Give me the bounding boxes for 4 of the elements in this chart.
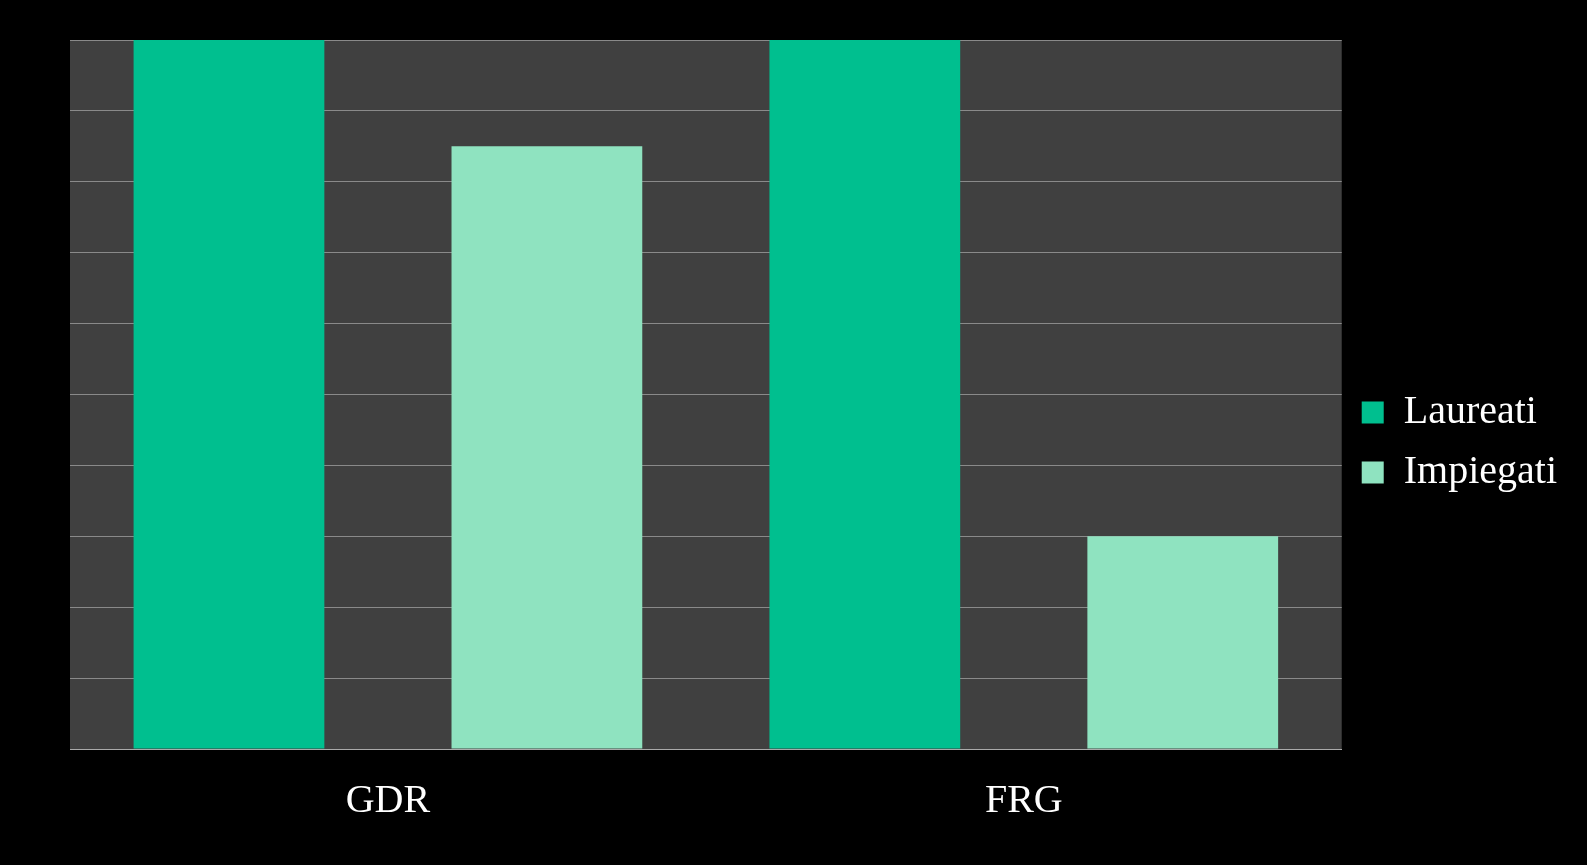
legend-label: Impiegati: [1403, 447, 1557, 492]
legend-label: Laureati: [1403, 387, 1537, 432]
x-tick-label: FRG: [984, 775, 1063, 821]
x-tick-label: GDR: [345, 775, 431, 821]
